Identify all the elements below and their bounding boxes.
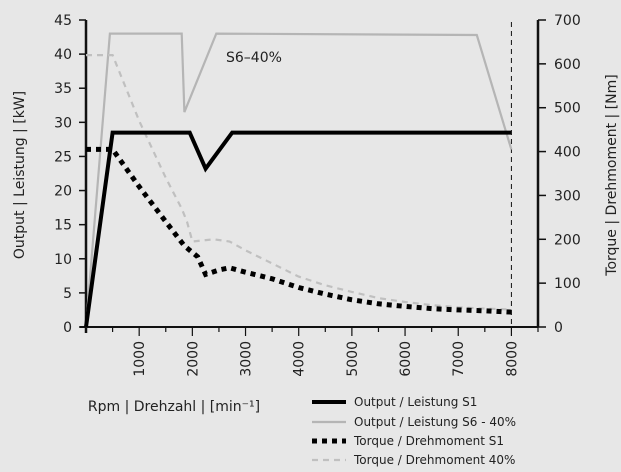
series-line-3 <box>86 54 512 311</box>
series-line-1 <box>84 32 513 328</box>
y-right-tick-label: 600 <box>554 57 581 73</box>
chart-annotation: S6–40% <box>226 50 282 66</box>
legend-label-0: Output / Leistung S1 <box>354 395 477 409</box>
y-left-tick-label: 40 <box>54 47 72 63</box>
legend: Output / Leistung S1 Output / Leistung S6… <box>312 395 516 467</box>
legend-label-1: Output / Leistung S6 - 40% <box>354 415 516 429</box>
x-tick-label: 1000 <box>132 341 148 377</box>
x-tick-label: 6000 <box>398 341 414 377</box>
y-right-tick-label: 200 <box>554 232 581 248</box>
y-right-tick-label: 500 <box>554 101 581 117</box>
y-left-tick-label: 25 <box>54 149 72 165</box>
y-right-tick-label: 300 <box>554 188 581 204</box>
x-tick-label: 5000 <box>345 341 361 377</box>
y-right-tick-label: 0 <box>554 320 563 336</box>
y-left-tick-label: 0 <box>63 320 72 336</box>
y-axis-label-right: Torque | Drehmoment | [Nm] <box>604 74 620 276</box>
y-right-tick-label: 700 <box>554 13 581 29</box>
series-line-0 <box>84 130 512 328</box>
x-tick-label: 7000 <box>451 341 467 377</box>
y-left-tick-label: 35 <box>54 81 72 97</box>
y-right-tick-label: 400 <box>554 145 581 161</box>
x-axis-label: Rpm | Drehzahl | [min⁻¹] <box>88 399 260 415</box>
y-left-tick-label: 15 <box>54 218 72 234</box>
y-left-tick-label: 45 <box>54 13 72 29</box>
y-left-tick-label: 10 <box>54 252 72 268</box>
y-left-tick-label: 5 <box>63 286 72 302</box>
labels-group: Output | Leistung | [kW] Torque | Drehmo… <box>12 50 620 415</box>
x-tick-label: 2000 <box>185 341 201 377</box>
y-left-tick-label: 20 <box>54 184 72 200</box>
x-tick-label: 8000 <box>504 341 520 377</box>
legend-label-2: Torque / Drehmoment S1 <box>353 434 504 448</box>
y-right-tick-label: 100 <box>554 276 581 292</box>
y-left-tick-label: 30 <box>54 115 72 131</box>
axes-group: 0 5 10 15 20 25 30 35 40 45 0 100 200 300 400 500 600 700… <box>54 13 581 377</box>
x-tick-label: 3000 <box>239 341 255 377</box>
x-tick-label: 4000 <box>292 341 308 377</box>
legend-label-3: Torque / Drehmoment 40% <box>353 453 515 467</box>
y-axis-label-left: Output | Leistung | [kW] <box>12 91 28 259</box>
series-group <box>84 32 513 328</box>
series-line-2 <box>86 146 512 315</box>
